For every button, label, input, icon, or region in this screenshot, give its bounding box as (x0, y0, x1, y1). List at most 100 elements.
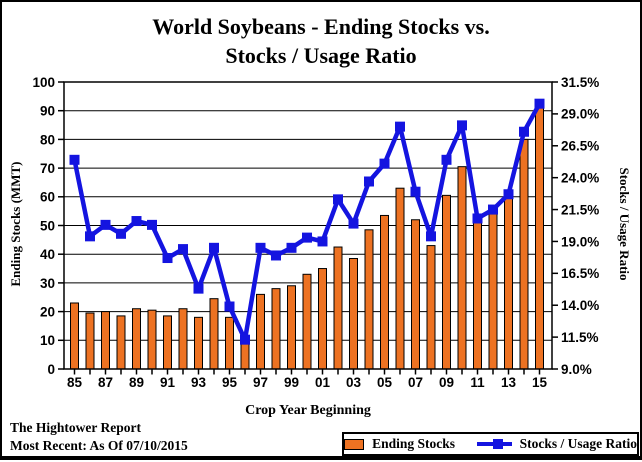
legend-bars-label: Ending Stocks (372, 436, 456, 451)
marker-96 (240, 334, 250, 345)
right-axis-tick-label: 26.5% (561, 139, 599, 154)
marker-95 (224, 301, 235, 312)
marker-92 (178, 244, 188, 255)
right-axis-tick-label: 31.5% (561, 75, 599, 90)
marker-93 (193, 283, 204, 294)
x-axis-tick-label: 95 (222, 375, 238, 390)
marker-85 (69, 154, 80, 165)
bar-93 (194, 316, 203, 370)
marker-98 (271, 250, 281, 261)
legend-line-label: Stocks / Usage Ratio (519, 436, 637, 451)
right-axis-tick-label: 19.0% (561, 234, 599, 249)
legend-bar-swatch-icon (344, 438, 365, 450)
chart-title: World Soybeans - Ending Stocks vs. Stock… (2, 12, 640, 70)
marker-01 (317, 236, 328, 247)
marker-13 (503, 189, 514, 200)
bar-09 (442, 194, 451, 370)
bar-87 (101, 311, 110, 370)
marker-87 (100, 219, 111, 230)
left-axis-tick-label: 30 (40, 276, 55, 291)
bar-03 (349, 258, 358, 370)
x-axis-tick-label: 03 (346, 375, 362, 390)
bar-13 (504, 197, 513, 370)
marker-97 (255, 242, 266, 253)
marker-05 (379, 158, 390, 169)
bar-86 (85, 312, 95, 370)
marker-11 (472, 213, 483, 224)
bar-14 (519, 138, 529, 370)
marker-15 (534, 98, 545, 109)
bar-90 (147, 309, 157, 370)
left-axis-tick-label: 100 (32, 75, 55, 90)
bar-07 (411, 219, 420, 370)
marker-12 (488, 204, 498, 215)
x-axis-tick-label: 13 (501, 375, 517, 390)
left-axis-tick-label: 80 (40, 132, 55, 147)
bar-06 (395, 187, 405, 370)
bar-99 (287, 285, 296, 370)
right-axis-tick-label: 16.5% (561, 266, 599, 281)
bar-00 (302, 273, 312, 370)
legend-box: Ending Stocks Stocks / Usage Ratio (342, 432, 639, 456)
bar-05 (380, 214, 389, 370)
marker-91 (162, 253, 173, 264)
marker-94 (209, 242, 219, 253)
marker-06 (395, 121, 405, 132)
left-axis-tick-label: 10 (40, 333, 55, 348)
x-axis-tick-label: 15 (532, 375, 548, 390)
left-axis-tick-label: 90 (40, 104, 55, 119)
left-axis-tick-label: 70 (40, 161, 55, 176)
marker-04 (364, 176, 374, 187)
right-axis-title: Stocks / Usage Ratio (617, 167, 632, 281)
left-axis-tick-label: 50 (40, 218, 55, 233)
x-axis-tick-label: 97 (253, 375, 268, 390)
right-axis-tick-label: 29.0% (561, 107, 599, 122)
marker-88 (116, 228, 126, 239)
left-axis-tick-label: 60 (40, 190, 55, 205)
legend-line-square-icon (493, 439, 504, 449)
bar-95 (225, 316, 234, 370)
bar-15 (535, 107, 544, 370)
bar-10 (457, 166, 467, 370)
marker-03 (348, 218, 359, 229)
x-axis-tick-label: 99 (284, 375, 299, 390)
bar-01 (318, 268, 327, 370)
marker-14 (519, 126, 529, 137)
marker-07 (410, 186, 421, 197)
left-axis-title: Ending Stocks (MMT) (8, 161, 23, 287)
x-axis-title: Crop Year Beginning (245, 403, 371, 418)
bar-85 (70, 302, 79, 370)
legend-line-marker-icon (477, 439, 512, 449)
x-axis-tick-label: 89 (129, 375, 144, 390)
left-axis-tick-label: 20 (40, 304, 55, 319)
x-axis-tick-label: 05 (377, 375, 393, 390)
bar-98 (271, 288, 281, 370)
left-axis-tick-label: 40 (40, 247, 55, 262)
left-axis-tick-label: 0 (47, 362, 55, 377)
bar-08 (426, 245, 436, 370)
bar-04 (364, 229, 374, 370)
x-axis-tick-label: 07 (408, 375, 423, 390)
source-credit: The Hightower Report (10, 420, 141, 435)
x-axis-tick-label: 91 (160, 375, 176, 390)
bar-12 (488, 213, 498, 370)
right-axis-tick-label: 9.0% (561, 362, 592, 377)
bar-88 (116, 315, 126, 370)
marker-90 (147, 219, 157, 230)
x-axis-tick-label: 09 (439, 375, 454, 390)
right-axis-tick-label: 14.0% (561, 298, 599, 313)
marker-10 (457, 120, 467, 131)
marker-86 (85, 231, 95, 242)
x-axis-tick-label: 93 (191, 375, 207, 390)
right-axis-tick-label: 11.5% (561, 330, 599, 345)
bar-91 (163, 315, 172, 370)
bar-94 (209, 298, 219, 370)
x-axis-tick-label: 01 (315, 375, 331, 390)
bar-02 (333, 246, 343, 370)
bar-89 (132, 308, 141, 370)
marker-02 (333, 194, 343, 205)
marker-99 (286, 242, 297, 253)
right-axis-tick-label: 24.0% (561, 171, 599, 186)
